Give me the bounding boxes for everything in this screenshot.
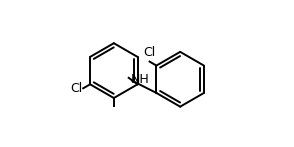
Text: Cl: Cl xyxy=(143,46,156,59)
Text: NH: NH xyxy=(131,73,149,86)
Text: Cl: Cl xyxy=(70,82,83,95)
